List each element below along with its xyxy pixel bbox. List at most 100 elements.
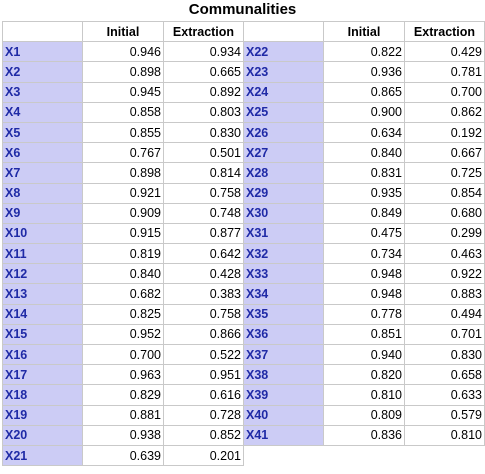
table-row: X20 0.938 0.852 X41 0.836 0.810 — [2, 424, 485, 446]
variable-label: X7 — [2, 162, 83, 184]
extraction-value: 0.201 — [163, 444, 244, 467]
variable-label: X33 — [243, 263, 324, 285]
extraction-value: 0.494 — [404, 303, 485, 325]
table-row: X18 0.829 0.616 X39 0.810 0.633 — [2, 384, 485, 406]
variable-label: X21 — [2, 444, 83, 467]
variable-label: X18 — [2, 384, 83, 406]
variable-label: X23 — [243, 61, 324, 83]
header-extraction-left: Extraction — [163, 20, 244, 43]
extraction-value: 0.579 — [404, 404, 485, 426]
initial-value: 0.936 — [323, 61, 405, 83]
extraction-value: 0.814 — [163, 162, 244, 184]
extraction-value: 0.522 — [163, 343, 244, 366]
extraction-value: 0.633 — [404, 384, 485, 406]
initial-value: 0.849 — [323, 202, 405, 224]
variable-label: X25 — [243, 101, 324, 123]
variable-label: X15 — [2, 323, 83, 346]
table-row: X15 0.952 0.866 X36 0.851 0.701 — [2, 323, 485, 346]
extraction-value: 0.922 — [404, 263, 485, 285]
table-row: X13 0.682 0.383 X34 0.948 0.883 — [2, 283, 485, 305]
initial-value: 0.840 — [323, 142, 405, 164]
initial-value: 0.909 — [82, 202, 164, 224]
initial-value: 0.858 — [82, 101, 164, 123]
extraction-value: 0.658 — [404, 364, 485, 386]
initial-value: 0.634 — [323, 121, 405, 144]
variable-label: X14 — [2, 303, 83, 325]
initial-value: 0.831 — [323, 162, 405, 184]
variable-label: X1 — [2, 41, 83, 63]
initial-value: 0.682 — [82, 283, 164, 305]
variable-label: X24 — [243, 81, 324, 103]
variable-label: X39 — [243, 384, 324, 406]
extraction-value: 0.192 — [404, 121, 485, 144]
extraction-value: 0.428 — [163, 263, 244, 285]
variable-label: X12 — [2, 263, 83, 285]
extraction-value: 0.748 — [163, 202, 244, 224]
variable-label: X31 — [243, 222, 324, 245]
header-extraction-right: Extraction — [404, 20, 485, 43]
extraction-value: 0.680 — [404, 202, 485, 224]
extraction-value: 0.667 — [404, 142, 485, 164]
initial-value: 0.778 — [323, 303, 405, 325]
extraction-value: 0.830 — [404, 343, 485, 366]
variable-label: X5 — [2, 121, 83, 144]
initial-value: 0.639 — [82, 444, 164, 467]
initial-value: 0.475 — [323, 222, 405, 245]
variable-label: X28 — [243, 162, 324, 184]
communalities-table: Initial Extraction Initial Extraction X1… — [2, 20, 485, 467]
table-title: Communalities — [188, 1, 297, 18]
initial-value: 0.819 — [82, 243, 164, 265]
extraction-value: 0.299 — [404, 222, 485, 245]
initial-value: 0.865 — [323, 81, 405, 103]
initial-value: 0.855 — [82, 121, 164, 144]
initial-value: 0.963 — [82, 364, 164, 386]
variable-label: X26 — [243, 121, 324, 144]
initial-value: 0.700 — [82, 343, 164, 366]
extraction-value: 0.862 — [404, 101, 485, 123]
extraction-value: 0.883 — [404, 283, 485, 305]
variable-label: X8 — [2, 182, 83, 204]
extraction-value: 0.877 — [163, 222, 244, 245]
empty-cell — [404, 445, 485, 466]
initial-value: 0.915 — [82, 222, 164, 245]
initial-value: 0.921 — [82, 182, 164, 204]
initial-value: 0.940 — [323, 343, 405, 366]
initial-value: 0.945 — [82, 81, 164, 103]
extraction-value: 0.830 — [163, 121, 244, 144]
table-row: X1 0.946 0.934 X22 0.822 0.429 — [2, 41, 485, 63]
header-initial-left: Initial — [82, 20, 164, 43]
table-row: X19 0.881 0.728 X40 0.809 0.579 — [2, 404, 485, 426]
extraction-value: 0.866 — [163, 323, 244, 346]
initial-value: 0.840 — [82, 263, 164, 285]
variable-label: X32 — [243, 243, 324, 265]
variable-label: X36 — [243, 323, 324, 346]
table-row: X12 0.840 0.428 X33 0.948 0.922 — [2, 263, 485, 285]
header-label-right — [243, 20, 324, 43]
extraction-value: 0.429 — [404, 41, 485, 63]
initial-value: 0.822 — [323, 41, 405, 63]
table-row: X2 0.898 0.665 X23 0.936 0.781 — [2, 61, 485, 83]
extraction-value: 0.758 — [163, 182, 244, 204]
initial-value: 0.734 — [323, 243, 405, 265]
header-label-left — [2, 20, 83, 43]
initial-value: 0.935 — [323, 182, 405, 204]
variable-label: X19 — [2, 404, 83, 426]
initial-value: 0.881 — [82, 404, 164, 426]
table-row: X5 0.855 0.830 X26 0.634 0.192 — [2, 121, 485, 144]
initial-value: 0.820 — [323, 364, 405, 386]
variable-label: X41 — [243, 424, 324, 446]
variable-label: X17 — [2, 364, 83, 386]
variable-label: X22 — [243, 41, 324, 63]
variable-label: X27 — [243, 142, 324, 164]
table-row: X8 0.921 0.758 X29 0.935 0.854 — [2, 182, 485, 204]
table-row: X9 0.909 0.748 X30 0.849 0.680 — [2, 202, 485, 224]
initial-value: 0.900 — [323, 101, 405, 123]
initial-value: 0.829 — [82, 384, 164, 406]
table-body: X1 0.946 0.934 X22 0.822 0.429 X2 0.898 0.665 X23… — [2, 41, 485, 467]
variable-label: X40 — [243, 404, 324, 426]
table-row: X11 0.819 0.642 X32 0.734 0.463 — [2, 243, 485, 265]
variable-label: X38 — [243, 364, 324, 386]
initial-value: 0.952 — [82, 323, 164, 346]
variable-label: X2 — [2, 61, 83, 83]
